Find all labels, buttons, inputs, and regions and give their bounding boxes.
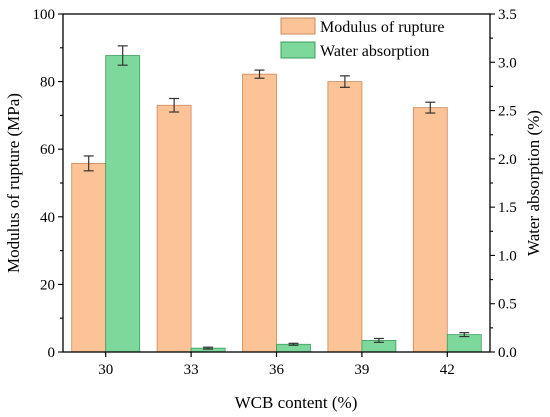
- y-right-tick-label-1.5: 1.5: [498, 200, 517, 216]
- y-left-tick-label-100: 100: [33, 7, 56, 23]
- y-right-tick-label-0.5: 0.5: [498, 297, 517, 313]
- y-left-tick-label-0: 0: [48, 345, 56, 361]
- x-tick-label-39: 39: [354, 362, 369, 378]
- error-bar-water-absorption-42: [459, 332, 470, 338]
- ticks-layer: 30 33 36 39 42 0 20 40 60 80 100 0.0 0.5 1.0 1.5 2.0 2.5…: [33, 7, 517, 378]
- y-right-tick-label-3.0: 3.0: [498, 55, 517, 71]
- error-bar-modulus-of-rupture-30: [83, 155, 94, 172]
- x-axis-title: WCB content (%): [235, 393, 358, 412]
- bars-layer: [71, 55, 482, 353]
- bar-modulus-of-rupture-33: [156, 104, 192, 353]
- y-right-tick-label-2.0: 2.0: [498, 152, 517, 168]
- y-left-tick-label-60: 60: [40, 142, 55, 158]
- y-right-tick-label-0.0: 0.0: [498, 345, 517, 361]
- bar-modulus-of-rupture-39: [327, 81, 363, 353]
- error-bar-water-absorption-39: [373, 337, 384, 343]
- bar-water-absorption-42: [446, 334, 482, 353]
- error-bar-water-absorption-36: [288, 342, 299, 346]
- bar-modulus-of-rupture-30: [71, 162, 107, 353]
- error-bar-water-absorption-33: [203, 346, 214, 350]
- error-bar-modulus-of-rupture-39: [339, 75, 350, 88]
- legend-swatch-modulus-of-rupture: [280, 17, 316, 35]
- legend-label-water-absorption: Water absorption: [320, 43, 429, 60]
- bar-modulus-of-rupture-42: [412, 107, 448, 353]
- error-bar-modulus-of-rupture-36: [254, 69, 265, 79]
- y-left-tick-label-20: 20: [40, 277, 55, 293]
- error-bar-water-absorption-30: [117, 45, 128, 66]
- legend: Modulus of rupture Water absorption: [280, 17, 444, 60]
- y-axis-right-title: Water absorption (%): [524, 110, 543, 256]
- y-axis-left-title: Modulus of rupture (MPa): [4, 93, 23, 273]
- legend-swatch-water-absorption: [280, 41, 316, 59]
- y-left-tick-label-80: 80: [40, 75, 55, 91]
- bar-water-absorption-30: [105, 55, 141, 353]
- error-bar-modulus-of-rupture-33: [169, 97, 180, 113]
- error-bars-layer: [83, 45, 470, 350]
- error-bar-modulus-of-rupture-42: [425, 101, 436, 114]
- x-tick-label-30: 30: [98, 362, 113, 378]
- x-tick-label-33: 33: [184, 362, 199, 378]
- y-left-tick-label-40: 40: [40, 210, 55, 226]
- y-right-tick-label-1.0: 1.0: [498, 248, 517, 264]
- y-right-tick-label-3.5: 3.5: [498, 7, 517, 23]
- legend-label-modulus-of-rupture: Modulus of rupture: [320, 19, 444, 36]
- x-tick-label-36: 36: [269, 362, 285, 378]
- y-right-tick-label-2.5: 2.5: [498, 104, 517, 120]
- bar-modulus-of-rupture-36: [242, 73, 277, 353]
- x-tick-label-42: 42: [440, 362, 455, 378]
